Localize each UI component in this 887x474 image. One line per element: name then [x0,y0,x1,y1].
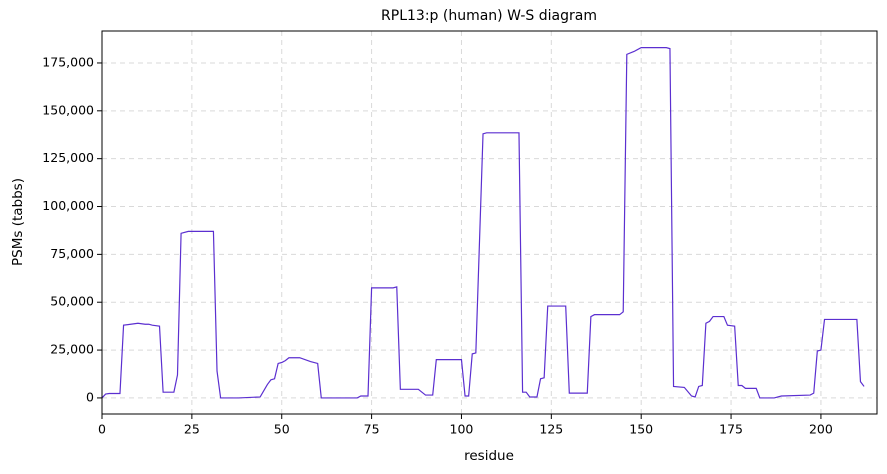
x-tick-label: 75 [364,422,380,437]
x-tick-label: 0 [98,422,106,437]
y-tick-label: 100,000 [42,198,94,213]
y-tick-label: 0 [86,389,94,404]
y-tick-label: 150,000 [42,102,94,117]
y-tick-label: 175,000 [42,54,94,69]
chart-title: RPL13:p (human) W-S diagram [381,8,597,24]
x-tick-label: 25 [184,422,200,437]
x-tick-label: 125 [539,422,563,437]
y-tick-label: 50,000 [50,294,94,309]
x-tick-label: 200 [809,422,833,437]
x-axis-label: residue [464,448,514,464]
y-tick-label: 75,000 [50,246,94,261]
x-tick-label: 100 [450,422,474,437]
data-line [101,47,865,399]
y-tick-label: 25,000 [50,342,94,357]
x-tick-label: 175 [719,422,743,437]
y-tick-label: 125,000 [42,150,94,165]
plot-frame [101,30,878,415]
x-tick-label: 150 [629,422,653,437]
x-tick-label: 50 [274,422,290,437]
y-axis-label: PSMs (tabbs) [10,178,26,266]
